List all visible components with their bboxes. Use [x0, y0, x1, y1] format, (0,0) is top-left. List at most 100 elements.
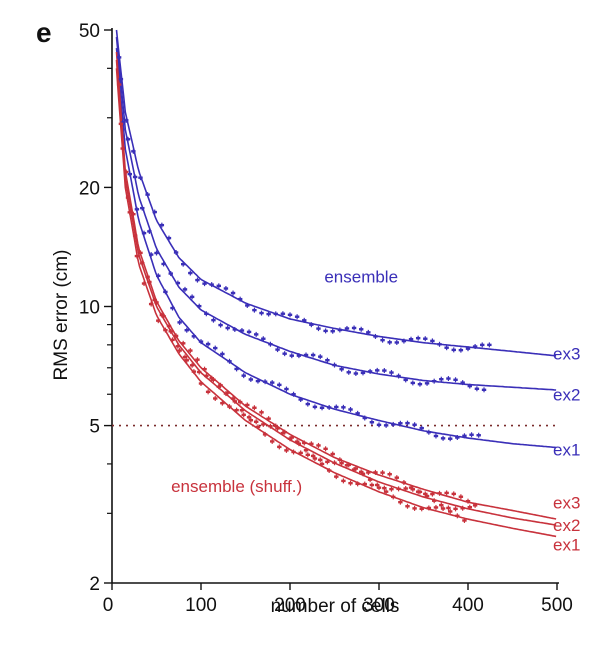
data-point	[487, 342, 492, 348]
data-marker	[433, 506, 439, 509]
data-marker	[310, 454, 316, 458]
data-point	[198, 381, 204, 387]
data-point	[166, 235, 172, 241]
series-line-ensemble-ex2	[115, 36, 557, 391]
data-point	[460, 380, 465, 386]
data-marker	[451, 348, 456, 352]
data-point	[341, 404, 346, 410]
data-point	[275, 425, 280, 431]
data-marker	[211, 378, 216, 381]
data-point	[170, 305, 175, 311]
data-point	[403, 486, 408, 492]
data-point	[362, 415, 367, 421]
data-point	[412, 505, 417, 511]
data-point	[362, 481, 367, 487]
data-marker	[255, 379, 261, 383]
data-point	[353, 370, 359, 376]
data-point	[312, 456, 318, 462]
data-point	[204, 373, 209, 379]
data-marker	[348, 408, 353, 411]
data-marker	[177, 349, 182, 352]
data-point	[261, 421, 266, 427]
data-point	[325, 459, 330, 465]
data-point	[277, 444, 282, 450]
data-point	[289, 353, 294, 359]
data-point	[303, 447, 309, 453]
data-point	[248, 417, 254, 423]
data-point	[373, 333, 378, 339]
data-marker	[472, 504, 478, 507]
data-marker	[282, 430, 287, 434]
data-marker	[319, 406, 325, 409]
data-marker	[216, 385, 221, 388]
data-point	[156, 318, 161, 324]
data-point	[280, 311, 286, 317]
data-point	[147, 279, 152, 285]
data-point	[303, 352, 309, 358]
data-point	[439, 376, 444, 382]
data-marker	[346, 371, 351, 374]
data-marker	[455, 436, 460, 439]
data-marker	[266, 312, 271, 316]
data-marker	[127, 211, 132, 214]
data-marker	[334, 405, 339, 409]
data-point	[125, 195, 131, 201]
data-point	[234, 407, 239, 413]
data-marker	[204, 374, 209, 378]
data-point	[467, 383, 472, 389]
data-marker	[375, 483, 380, 487]
data-marker	[273, 424, 278, 428]
data-point	[125, 136, 131, 142]
data-marker	[182, 355, 188, 359]
data-marker	[270, 381, 275, 384]
data-marker	[141, 282, 147, 285]
data-point	[291, 449, 296, 455]
data-point	[132, 174, 138, 180]
data-point	[351, 325, 357, 331]
data-marker	[367, 370, 373, 373]
data-point	[431, 378, 437, 384]
data-point	[348, 406, 353, 412]
data-marker	[387, 341, 392, 344]
data-marker	[132, 175, 138, 179]
data-point	[319, 461, 325, 467]
data-point	[446, 376, 451, 382]
data-marker	[168, 272, 173, 275]
data-marker	[145, 275, 150, 279]
data-point	[360, 370, 366, 376]
y-tick-label: 50	[79, 21, 100, 42]
data-marker	[426, 431, 432, 434]
data-point	[270, 438, 275, 444]
data-marker	[273, 312, 278, 316]
data-point	[124, 117, 129, 123]
data-marker	[424, 382, 430, 385]
y-axis-label: RMS error (cm)	[51, 250, 72, 381]
data-marker	[330, 330, 335, 333]
data-marker	[417, 490, 423, 494]
data-marker	[131, 212, 136, 216]
data-marker	[303, 353, 309, 357]
data-point	[246, 414, 252, 420]
data-marker	[319, 462, 325, 466]
data-point	[131, 148, 136, 154]
data-marker	[259, 311, 264, 315]
data-marker	[448, 437, 453, 440]
data-marker	[184, 329, 189, 332]
data-point	[141, 281, 147, 287]
data-point	[367, 477, 373, 483]
data-marker	[173, 334, 179, 338]
data-point	[159, 222, 165, 228]
data-marker	[127, 172, 132, 176]
data-point	[448, 508, 453, 514]
data-point	[458, 494, 464, 500]
y-tick-label: 10	[79, 298, 100, 319]
data-marker	[140, 206, 145, 210]
data-point	[469, 432, 474, 438]
data-marker	[145, 193, 150, 196]
data-marker	[134, 254, 140, 258]
data-point	[237, 296, 243, 302]
data-marker	[197, 304, 202, 308]
data-point	[323, 446, 328, 452]
data-marker	[230, 291, 236, 295]
data-marker	[426, 506, 432, 510]
